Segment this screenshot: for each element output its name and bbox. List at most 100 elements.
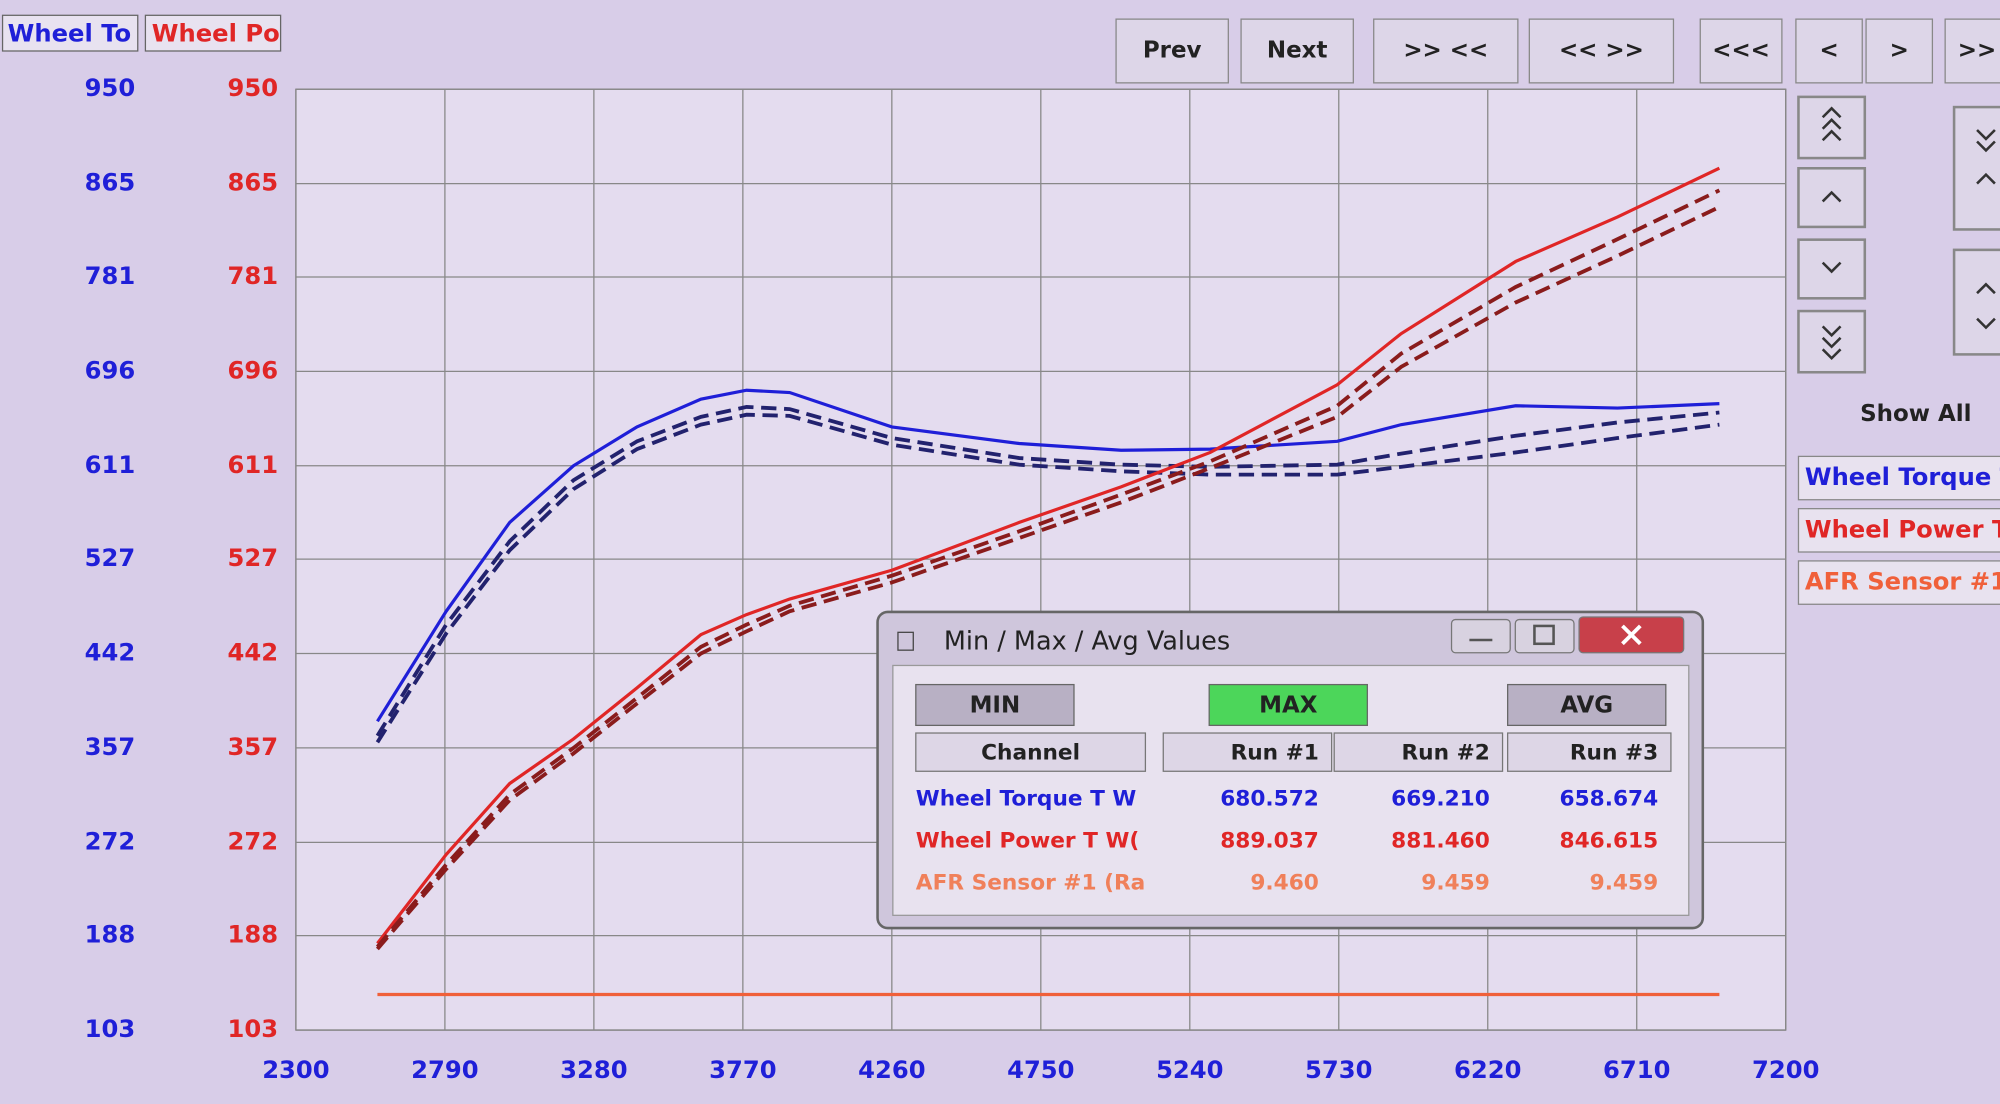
y2-axis-tab[interactable] (144, 14, 282, 52)
toolbar-button[interactable] (1115, 18, 1229, 84)
column-header[interactable] (915, 732, 1147, 772)
scroll-button[interactable] (1952, 248, 2000, 356)
toolbar-button-label: >> << (1403, 37, 1488, 63)
cell-value: 669.210 (1391, 786, 1490, 811)
series-lines (375, 166, 1721, 997)
column-header-label: Run #3 (1570, 740, 1658, 765)
dialog-button-label: MAX (1259, 693, 1318, 719)
icon (1821, 106, 1842, 119)
series-line (375, 205, 1721, 951)
x-tick-label: 4260 (858, 1056, 925, 1084)
icon (1533, 624, 1555, 646)
toolbar-button-label: Prev (1143, 37, 1202, 63)
cell-value: 9.460 (1250, 870, 1319, 895)
toolbar-button[interactable] (1528, 18, 1675, 84)
y2-axis-label: Wheel Po (152, 19, 280, 47)
toolbar-button[interactable] (1373, 18, 1519, 84)
scroll-button[interactable] (1797, 167, 1867, 229)
x-tick-label: 6220 (1454, 1056, 1521, 1084)
toolbar-button-label: << >> (1559, 37, 1644, 63)
legend-label: Wheel Torque T (1805, 463, 2000, 491)
icon (1976, 129, 1996, 141)
scroll-buttons (1797, 95, 2000, 374)
column-header[interactable] (1162, 732, 1333, 772)
y2-tick-label: 865 (227, 169, 278, 197)
toolbar-button[interactable] (1865, 18, 1934, 84)
y-tick-label: 272 (85, 827, 136, 855)
legend-label: Wheel Power T (1805, 515, 2000, 543)
icon (1821, 190, 1842, 203)
scroll-button[interactable] (1797, 95, 1867, 160)
y-tick-label: 696 (85, 356, 136, 384)
y2-tick-label: 950 (227, 74, 278, 102)
channel-name: AFR Sensor #1 (Ra (916, 870, 1145, 895)
y-tick-label: 950 (85, 74, 136, 102)
scroll-button[interactable] (1797, 238, 1867, 300)
y-tick-label: 357 (85, 733, 136, 761)
show-all-button[interactable]: Show All (1860, 401, 1971, 427)
y2-tick-label: 442 (227, 639, 278, 667)
y-axis-label: Wheel To (8, 19, 132, 47)
icon (1821, 261, 1842, 274)
dialog-button[interactable] (915, 683, 1075, 727)
y2-tick-label: 272 (227, 827, 278, 855)
legend-entry[interactable] (1797, 508, 2000, 553)
icon (1976, 317, 1996, 330)
toolbar-button-label: >> (1958, 37, 1996, 63)
cell-value: 680.572 (1220, 786, 1319, 811)
cell-value: 658.674 (1559, 786, 1658, 811)
y2-tick-label: 357 (227, 733, 278, 761)
y2-tick-label: 103 (227, 1015, 278, 1043)
x-tick-label: 5240 (1156, 1056, 1223, 1084)
dialog-table: MIN MAX AVG Channel Run #1 Run #2 Run #3 Wheel … (915, 683, 1672, 895)
scroll-button[interactable] (1797, 309, 1867, 374)
scroll-button[interactable] (1952, 105, 2000, 231)
x-tick-label: 7200 (1752, 1056, 1819, 1084)
toolbar-button[interactable] (1240, 18, 1354, 84)
toolbar-button-label: < (1819, 37, 1838, 63)
series-line (376, 166, 1721, 945)
y-axis-tab[interactable] (1, 14, 139, 52)
icon (1821, 129, 1842, 142)
channel-name: Wheel Power T W( (916, 828, 1139, 853)
legend-entry[interactable] (1797, 455, 2000, 501)
column-header[interactable] (1507, 732, 1672, 772)
y2-tick-label: 611 (227, 451, 278, 479)
maximize-button[interactable] (1514, 618, 1575, 654)
icon (1976, 140, 1996, 153)
icon (1821, 336, 1842, 349)
dialog-button-label: MIN (970, 693, 1021, 719)
x-tick-label: 4750 (1007, 1056, 1074, 1084)
column-header-label: Run #1 (1231, 740, 1319, 765)
column-header-label: Channel (981, 740, 1080, 765)
series-line (375, 188, 1721, 949)
dialog-button[interactable] (1208, 683, 1368, 727)
toolbar-button[interactable] (1699, 18, 1783, 84)
legend-entry[interactable] (1797, 560, 2000, 605)
x-tick-label: 3770 (709, 1056, 776, 1084)
minimize-button[interactable] (1450, 618, 1511, 654)
y-tick-label: 865 (85, 169, 136, 197)
dialog-icon (897, 631, 914, 651)
toolbar-button[interactable] (1795, 18, 1863, 84)
dialog-button[interactable] (1507, 683, 1667, 727)
icon (1821, 118, 1842, 130)
column-header-label: Run #2 (1402, 740, 1490, 765)
y-tick-label: 442 (85, 639, 136, 667)
cell-value: 9.459 (1421, 870, 1490, 895)
toolbar-button[interactable] (1944, 18, 2000, 84)
y-tick-label: 188 (85, 921, 136, 949)
x-tick-label: 2300 (262, 1056, 329, 1084)
legend-label: AFR Sensor #1 (1805, 568, 2000, 596)
toolbar-button-label: <<< (1712, 37, 1770, 63)
y2-tick-label: 527 (227, 544, 278, 572)
grid: 103 188 272 357 442 527 611 696 781 865 950 103 188 2… (85, 74, 1820, 1084)
column-header[interactable] (1333, 732, 1504, 772)
x-tick-label: 3280 (560, 1056, 627, 1084)
x-tick-label: 6710 (1603, 1056, 1670, 1084)
dialog-button-label: AVG (1560, 693, 1613, 719)
icon (1821, 325, 1842, 338)
x-tick-label: 2790 (411, 1056, 478, 1084)
y2-tick-label: 188 (227, 921, 278, 949)
